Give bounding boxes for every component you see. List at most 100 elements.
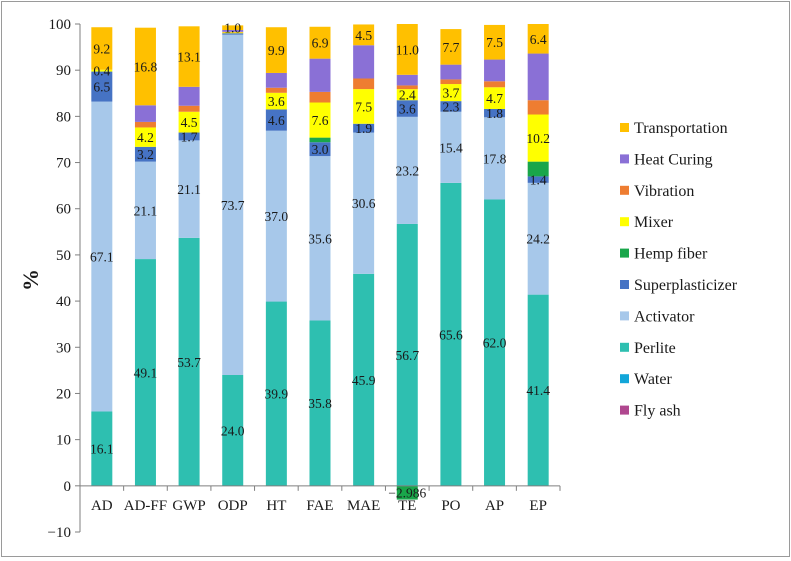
data-label-activator-ht: 37.0 <box>265 209 289 224</box>
data-label-mixer-mae: 7.5 <box>355 99 372 114</box>
data-label-mixer-ap: 4.7 <box>486 91 503 106</box>
data-label-transportation-ad: 9.2 <box>93 41 110 56</box>
legend-swatch-hemp-fiber <box>620 249 629 258</box>
data-label-superplasticizer-gwp: 1.7 <box>181 129 198 144</box>
data-label-activator-ep: 24.2 <box>526 232 550 247</box>
y-tick-label: 10 <box>56 433 71 449</box>
legend-item-activator: Activator <box>620 308 695 325</box>
bar-vibration-mae <box>353 78 374 89</box>
data-label-perlite-mae: 45.9 <box>352 373 376 388</box>
data-label-activator-odp: 73.7 <box>221 198 245 213</box>
x-tick-label-ep: EP <box>529 498 547 514</box>
y-tick-label: −10 <box>48 525 71 541</box>
data-label-perlite-ap: 62.0 <box>483 336 507 351</box>
x-tick-label-odp: ODP <box>218 498 248 514</box>
data-label-transportation-po: 7.7 <box>442 40 459 55</box>
data-label-activator-ad-ff: 21.1 <box>134 203 158 218</box>
y-tick-label: 90 <box>56 63 71 79</box>
legend-swatch-water <box>620 374 629 383</box>
legend-swatch-mixer <box>620 217 629 226</box>
data-label-superplasticizer-mae: 1.9 <box>355 121 372 136</box>
data-label-transportation-te: 11.0 <box>396 42 419 57</box>
data-label-activator-te: 23.2 <box>395 163 419 178</box>
data-label-activator-fae: 35.6 <box>308 231 332 246</box>
data-label-mixer-gwp: 4.5 <box>181 115 198 130</box>
legend-label-heat-curing: Heat Curing <box>634 151 713 168</box>
data-label-mixer-ht: 3.6 <box>268 94 285 109</box>
data-label-transportation-fae: 6.9 <box>312 36 329 51</box>
bar-heat-curing-ep <box>528 54 549 101</box>
x-tick-label-te: TE <box>398 498 416 514</box>
x-tick-label-gwp: GWP <box>172 498 205 514</box>
y-tick-label: 60 <box>56 202 71 218</box>
x-tick-label-ad: AD <box>91 498 113 514</box>
legend-label-activator: Activator <box>634 308 695 325</box>
data-label-superplasticizer-ap: 1.8 <box>486 106 503 121</box>
legend-label-hemp-fiber: Hemp fiber <box>634 246 708 263</box>
data-label-perlite-ht: 39.9 <box>265 387 289 402</box>
legend-label-mixer: Mixer <box>634 214 674 231</box>
y-tick-label: 100 <box>49 17 72 33</box>
bar-vibration-ep <box>528 100 549 114</box>
data-label-perlite-ep: 41.4 <box>526 383 550 398</box>
data-label-mixer-te: 2.4 <box>399 88 416 103</box>
bar-heat-curing-gwp <box>179 87 200 106</box>
data-label-transportation-gwp: 13.1 <box>177 50 201 65</box>
x-tick-label-ad-ff: AD-FF <box>124 498 167 514</box>
data-label-superplasticizer-ad-ff: 3.2 <box>137 147 154 162</box>
legend-item-hemp-fiber: Hemp fiber <box>620 246 708 263</box>
bar-heat-curing-ht <box>266 73 287 88</box>
x-tick-label-fae: FAE <box>306 498 333 514</box>
x-tick-label-ap: AP <box>485 498 504 514</box>
data-label-activator-ap: 17.8 <box>483 151 507 166</box>
legend-label-perlite: Perlite <box>634 340 676 357</box>
x-tick-label-ht: HT <box>266 498 286 514</box>
bar-vibration-po <box>440 79 461 84</box>
data-label-transportation-ap: 7.5 <box>486 35 503 50</box>
data-label-activator-ad: 67.1 <box>90 250 114 265</box>
data-label-activator-gwp: 21.1 <box>177 182 201 197</box>
y-tick-label: 40 <box>56 294 71 310</box>
data-label-perlite-te: 56.7 <box>395 348 419 363</box>
data-label-transportation-mae: 4.5 <box>355 28 372 43</box>
legend-label-superplasticizer: Superplasticizer <box>634 277 738 294</box>
legend-label-transportation: Transportation <box>634 120 728 137</box>
data-label-mixer-ad-ff: 4.2 <box>137 130 154 145</box>
bar-heat-curing-fae <box>310 59 331 92</box>
data-label-transportation-odp: 1.0 <box>224 21 241 36</box>
y-tick-label: 20 <box>56 386 71 402</box>
data-label-superplasticizer-te: 3.6 <box>399 102 416 117</box>
bar-heat-curing-te <box>397 75 418 86</box>
data-label-mixer-fae: 7.6 <box>312 113 329 128</box>
y-tick-label: 80 <box>56 109 71 125</box>
legend-label-vibration: Vibration <box>634 183 694 200</box>
legend-item-perlite: Perlite <box>620 340 676 357</box>
data-label-transportation-ep: 6.4 <box>530 32 547 47</box>
legend-label-water: Water <box>634 371 672 388</box>
legend-swatch-transportation <box>620 123 629 132</box>
legend-item-heat-curing: Heat Curing <box>620 151 713 168</box>
bar-vibration-fae <box>310 92 331 103</box>
plot-area: 16.167.16.50.49.249.121.13.24.216.853.72… <box>90 21 550 501</box>
bar-vibration-ap <box>484 81 505 87</box>
legend: Transportation Heat Curing Vibration Mixer H… <box>620 120 738 420</box>
data-label-perlite-po: 65.6 <box>439 327 463 342</box>
legend-item-superplasticizer: Superplasticizer <box>620 277 738 294</box>
data-label-activator-po: 15.4 <box>439 140 463 155</box>
data-label-superplasticizer-fae: 3.0 <box>312 142 329 157</box>
legend-item-vibration: Vibration <box>620 183 694 200</box>
data-label-superplasticizer-ad: 6.5 <box>93 80 110 95</box>
data-label-transportation-ht: 9.9 <box>268 43 285 58</box>
legend-item-mixer: Mixer <box>620 214 674 231</box>
data-label-superplasticizer-po: 2.3 <box>442 99 459 114</box>
legend-swatch-activator <box>620 311 629 320</box>
bar-vibration-gwp <box>179 106 200 112</box>
legend-swatch-heat-curing <box>620 154 629 163</box>
legend-swatch-fly-ash <box>620 406 629 415</box>
legend-swatch-vibration <box>620 186 629 195</box>
data-label-activator-mae: 30.6 <box>352 196 376 211</box>
data-label-perlite-ad: 16.1 <box>90 442 114 457</box>
